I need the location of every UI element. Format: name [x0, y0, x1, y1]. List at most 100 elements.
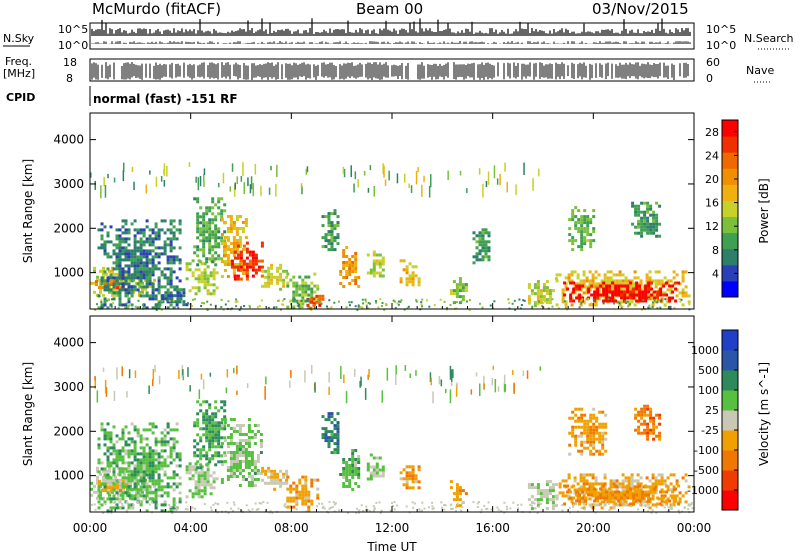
echo-cell — [588, 279, 592, 283]
echo-cell — [342, 461, 346, 464]
echo-cell — [641, 290, 645, 294]
echo-cell — [166, 276, 170, 280]
echo-cell — [142, 285, 146, 289]
echo-cell — [235, 430, 239, 433]
echo-cell — [239, 250, 243, 254]
echo-cell — [646, 431, 650, 435]
echo-cell — [452, 292, 456, 296]
echo-cell — [229, 221, 233, 224]
echo-cell — [175, 440, 179, 444]
speckle-cell — [392, 299, 395, 302]
echo-cell — [630, 279, 634, 283]
echo-cell — [211, 436, 215, 440]
echo-cell — [558, 273, 562, 277]
echo-cell — [127, 494, 131, 498]
echo-cell — [206, 277, 210, 281]
echo-cell — [160, 219, 164, 223]
echo-cell — [536, 298, 540, 302]
echo-cell — [586, 224, 590, 228]
echo-cell — [235, 424, 239, 427]
echo-cell — [220, 239, 224, 243]
echo-cell — [212, 271, 216, 275]
echo-cell — [590, 493, 594, 497]
echo-cell — [551, 507, 555, 511]
echo-cell — [102, 266, 105, 270]
echo-cell — [175, 303, 179, 307]
echo-cell — [357, 276, 361, 279]
echo-cell — [282, 472, 286, 476]
echo-cell — [247, 418, 251, 421]
echo-cell — [545, 292, 549, 296]
echo-cell — [336, 433, 340, 437]
speckle-cell — [380, 305, 383, 307]
echo-cell — [669, 279, 673, 283]
echo-cell — [200, 489, 204, 493]
echo-cell — [602, 493, 606, 497]
echo-cell — [295, 487, 299, 491]
echo-cell — [244, 442, 248, 445]
echo-cell — [115, 497, 119, 501]
speckle-cell — [220, 298, 223, 301]
echo-cell — [484, 252, 488, 256]
echo-cell — [202, 230, 206, 234]
echo-cell — [109, 255, 113, 259]
echo-cell — [141, 481, 144, 485]
echo-cell — [597, 273, 601, 277]
echo-cell — [164, 294, 168, 298]
speckle-cell — [578, 306, 581, 309]
echo-cell — [561, 291, 565, 295]
echo-cell — [205, 451, 209, 455]
speckle-cell — [493, 300, 496, 303]
echo-cell — [589, 221, 593, 225]
echo-cell — [205, 412, 209, 416]
echo-cell — [533, 304, 537, 308]
echo-cell — [119, 286, 122, 290]
echo-cell — [624, 279, 628, 283]
echo-cell — [203, 477, 207, 481]
echo-cell — [166, 297, 170, 301]
speckle-cell — [306, 300, 309, 302]
echo-cell — [206, 274, 210, 278]
echo-cell — [133, 473, 137, 477]
echo-cell — [169, 452, 173, 456]
speckle-cell — [444, 504, 447, 507]
echo-region — [472, 228, 491, 265]
echo-cell — [316, 493, 320, 497]
echo-cell — [239, 265, 243, 269]
echo-cell — [124, 476, 128, 480]
echo-cell — [169, 285, 173, 289]
echo-cell — [223, 427, 227, 431]
echo-cell — [145, 452, 149, 456]
echo-cell — [145, 258, 149, 262]
echo-cell — [581, 284, 585, 288]
echo-region — [97, 422, 182, 513]
speckle-cell — [481, 306, 484, 309]
echo-cell — [118, 449, 122, 453]
echo-cell — [172, 506, 176, 510]
echo-cell — [136, 240, 140, 244]
echo-cell — [241, 227, 245, 230]
echo-cell — [348, 479, 352, 482]
echo-cell — [220, 233, 224, 236]
speckle-cell — [234, 300, 237, 303]
echo-cell — [115, 458, 119, 462]
echo-cell — [455, 292, 459, 296]
echo-cell — [608, 284, 612, 288]
echo-cell — [163, 240, 167, 244]
freq-tick-low: 8 — [66, 72, 73, 85]
echo-cell — [327, 248, 331, 252]
echo-cell — [242, 259, 246, 263]
echo-cell — [229, 463, 233, 466]
echo-cell — [169, 231, 173, 235]
echo-cell — [154, 264, 158, 268]
echo-cell — [592, 437, 596, 441]
echo-cell — [478, 249, 482, 253]
echo-cell — [148, 470, 152, 474]
echo-cell — [133, 288, 137, 292]
echo-cell — [575, 296, 579, 300]
echo-cell — [539, 495, 543, 499]
echo-cell — [600, 482, 604, 486]
speckle-cell — [367, 302, 370, 304]
echo-cell — [292, 290, 296, 294]
echo-cell — [103, 434, 107, 438]
